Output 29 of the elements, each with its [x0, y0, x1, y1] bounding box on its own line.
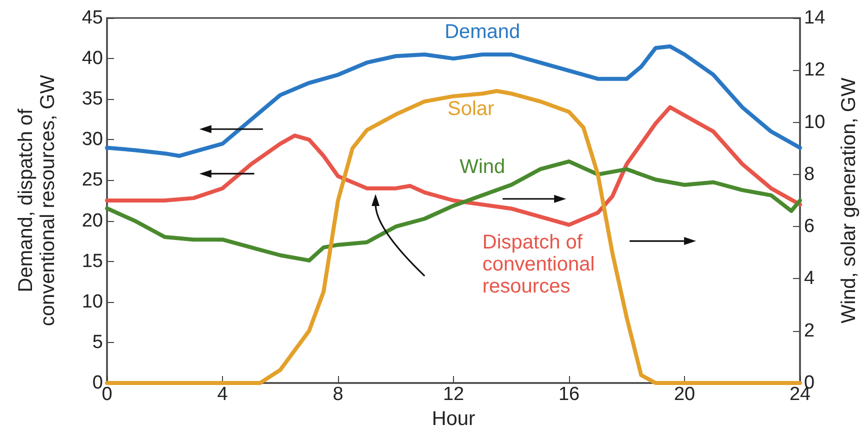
x-tick-label: 8 — [332, 384, 344, 405]
y-tick-label: 10 — [82, 291, 103, 312]
series-label: Wind — [460, 156, 506, 178]
x-tick-label: 20 — [674, 384, 696, 405]
series-label: Demand — [444, 20, 520, 43]
line-series — [105, 44, 802, 158]
y-tick-label: 5 — [92, 332, 103, 353]
x-tick-label: 4 — [217, 384, 228, 405]
y2-tick-label: 10 — [804, 112, 826, 133]
y2-tick-label: 12 — [804, 60, 826, 81]
y-tick-label: 40 — [82, 48, 103, 70]
y-tick-label: 20 — [82, 210, 103, 232]
y2-tick-label: 2 — [804, 320, 815, 342]
y-tick-label: 35 — [82, 88, 103, 110]
y-tick-label: 15 — [82, 250, 103, 272]
y2-tick-label: 6 — [804, 216, 815, 238]
y-tick-label: 45 — [82, 8, 103, 28]
x-tick-label: 12 — [442, 384, 464, 405]
y-tick-label: 30 — [82, 129, 103, 150]
y2-tick-label: 14 — [804, 8, 826, 28]
y2-tick-label: 4 — [804, 268, 815, 290]
x-tick-label: 16 — [558, 384, 580, 405]
x-axis-title: Hour — [432, 408, 476, 430]
series-label: Solar — [447, 98, 495, 120]
series-label: Dispatch of conventional resources — [482, 232, 595, 298]
y-tick-label: 25 — [82, 170, 103, 191]
y-axis-title: Demand, dispatch of conventional resources, GW — [15, 74, 59, 326]
y2-tick-label: 8 — [804, 164, 815, 185]
y2-axis-title: Wind, solar generation, GW — [838, 78, 860, 324]
